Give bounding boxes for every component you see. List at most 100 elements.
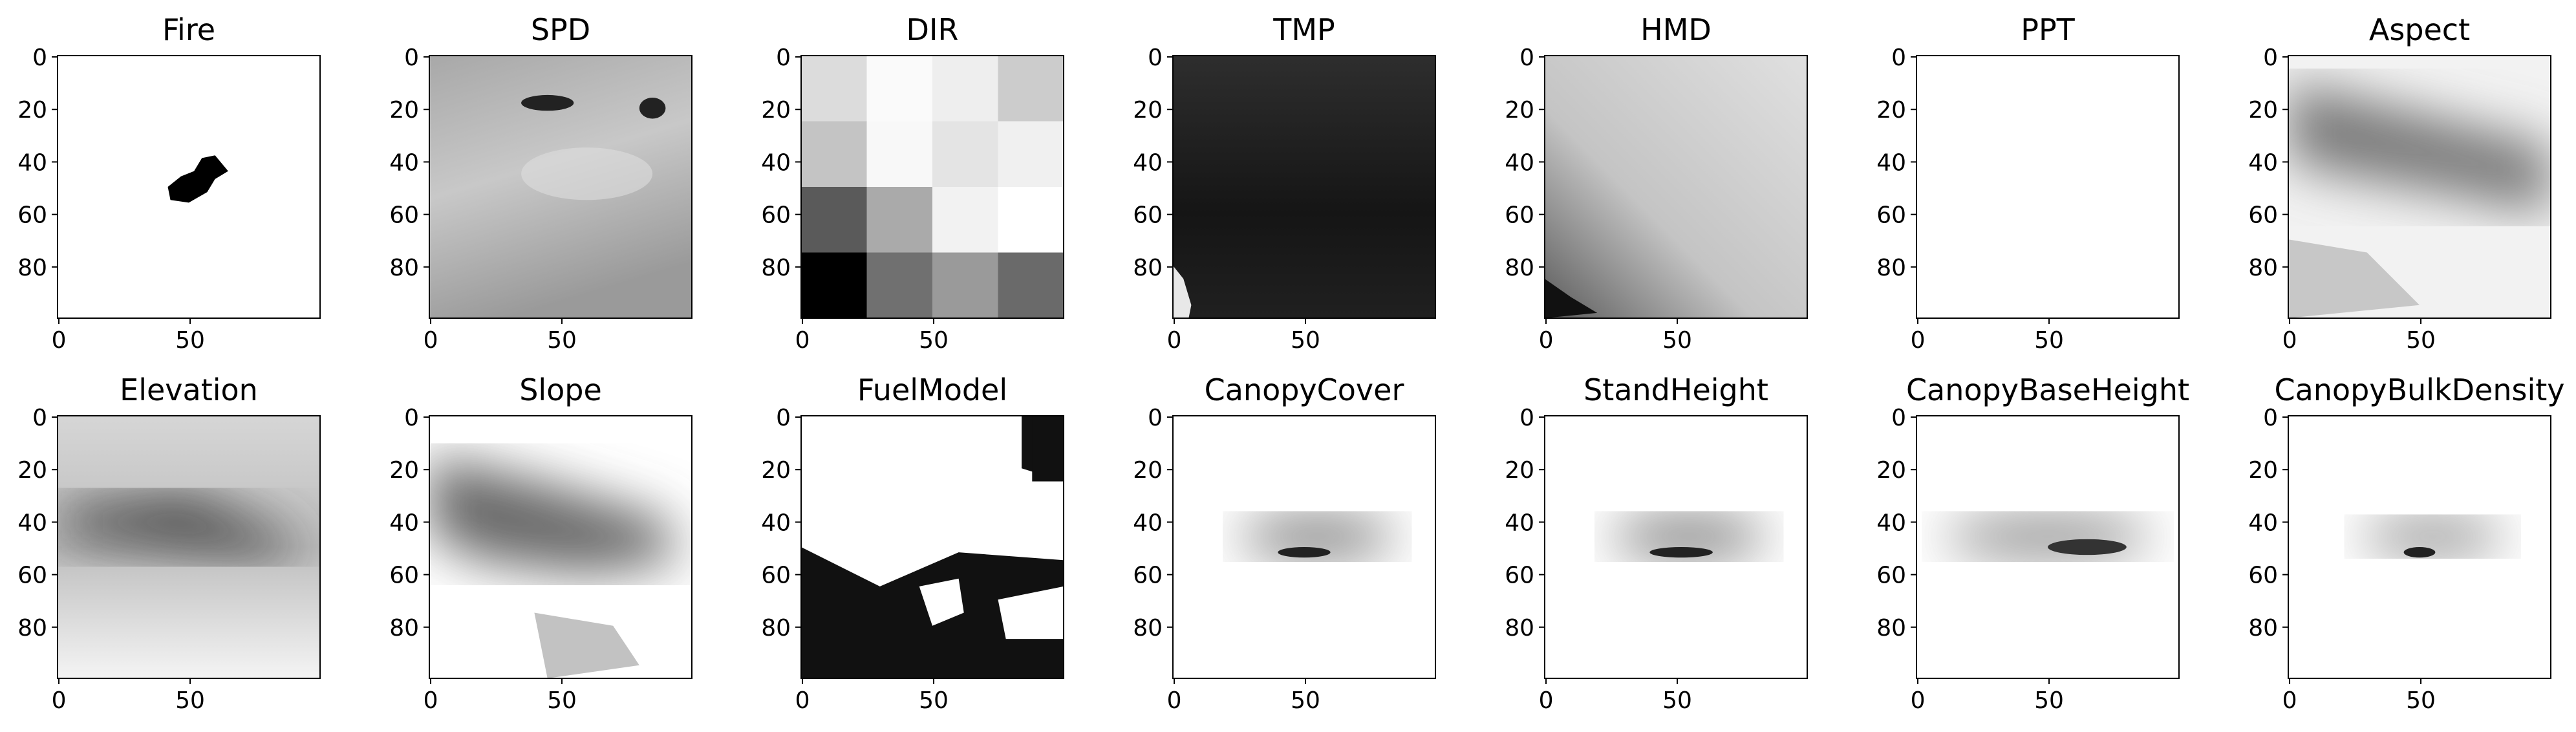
- y-tick-label: 0: [1148, 45, 1163, 71]
- y-tick-label: 40: [2248, 510, 2278, 536]
- image-blob: [1545, 279, 1598, 318]
- image-band: [2288, 81, 2551, 213]
- image-band: [2359, 518, 2506, 555]
- x-tick-label: 50: [175, 327, 205, 354]
- y-tick-label: 20: [2248, 457, 2278, 484]
- y-tick-label: 60: [1133, 202, 1163, 229]
- y-tick-label: 0: [404, 45, 419, 71]
- image-band: [1942, 515, 2153, 558]
- y-tick-label: 0: [1519, 45, 1534, 71]
- y-tick-label: 20: [1505, 97, 1534, 124]
- x-tick-label: 0: [795, 327, 810, 354]
- subplot: TMP 0 50 0 20 40 60 80: [1133, 12, 1436, 354]
- image: [1610, 515, 1768, 558]
- subplot-title: Slope: [519, 372, 602, 407]
- image-cell: [998, 187, 1064, 253]
- y-tick-label: 0: [32, 405, 47, 431]
- subplot-title: FuelModel: [857, 372, 1007, 407]
- image-band: [2288, 239, 2420, 318]
- y-tick-label: 60: [389, 563, 419, 589]
- x-tick-label: 50: [1291, 687, 1320, 714]
- image: [1545, 56, 1807, 318]
- y-tick-label: 40: [2248, 149, 2278, 176]
- x-tick-label: 50: [2406, 327, 2436, 354]
- subplot-title: SPD: [531, 12, 590, 47]
- y-tick-label: 20: [1876, 457, 1906, 484]
- subplot-title: TMP: [1272, 12, 1335, 47]
- y-tick-label: 0: [1891, 405, 1906, 431]
- y-tick-label: 0: [32, 45, 47, 71]
- image: [1173, 56, 1435, 318]
- y-tick-label: 20: [1133, 457, 1163, 484]
- y-tick-label: 80: [2248, 255, 2278, 281]
- x-tick-label: 50: [1662, 327, 1692, 354]
- x-tick-label: 0: [424, 687, 438, 714]
- axes-frame: [1544, 415, 1808, 679]
- y-tick-label: 20: [2248, 97, 2278, 124]
- y-tick-label: 20: [389, 97, 419, 124]
- y-tick-label: 40: [1876, 149, 1906, 176]
- subplot: Slope 0 50 0 20 40 60 80: [389, 372, 692, 714]
- image-blob: [639, 97, 666, 119]
- y-tick-label: 40: [389, 510, 419, 536]
- y-tick-label: 40: [1133, 149, 1163, 176]
- x-tick-label: 50: [2034, 327, 2064, 354]
- image-band: [801, 416, 1064, 587]
- y-tick-label: 20: [389, 457, 419, 484]
- y-tick-label: 20: [1876, 97, 1906, 124]
- y-tick-label: 40: [761, 510, 791, 536]
- image-band: [534, 612, 639, 678]
- image-cell: [932, 121, 999, 188]
- y-tick-label: 60: [761, 563, 791, 589]
- y-tick-label: 20: [761, 97, 791, 124]
- y-tick-label: 80: [17, 615, 47, 641]
- y-tick-label: 80: [1876, 255, 1906, 281]
- y-tick-label: 0: [1891, 45, 1906, 71]
- image-blob: [521, 147, 653, 200]
- axes-frame: [800, 55, 1064, 319]
- image-cell: [866, 56, 933, 122]
- y-tick-label: 80: [17, 255, 47, 281]
- image: [801, 56, 1064, 318]
- image: [2359, 518, 2506, 558]
- y-tick-label: 80: [389, 615, 419, 641]
- subplot: FuelModel 0 50 0 20 40 60 80: [761, 372, 1064, 714]
- image: [167, 155, 228, 203]
- x-tick-label: 0: [795, 687, 810, 714]
- axes-frame: [1172, 415, 1436, 679]
- image-band: [1610, 515, 1768, 558]
- y-tick-label: 20: [1133, 97, 1163, 124]
- y-tick-label: 80: [1505, 615, 1534, 641]
- subplot: SPD 0 50 0 20 40 60 80: [389, 12, 692, 354]
- y-tick-label: 0: [1148, 405, 1163, 431]
- y-tick-label: 60: [1133, 563, 1163, 589]
- subplot-title: Aspect: [2369, 12, 2470, 47]
- image-blob: [1032, 416, 1064, 482]
- image-cell: [998, 56, 1064, 122]
- y-tick-label: 60: [1505, 563, 1534, 589]
- y-tick-label: 80: [1505, 255, 1534, 281]
- image-blob: [1649, 547, 1713, 558]
- axes-frame: [800, 415, 1064, 679]
- subplot: StandHeight 0 50 0 20 40 60 80: [1505, 372, 1808, 714]
- image-cell: [801, 252, 868, 318]
- axes-frame: [1172, 55, 1436, 319]
- y-tick-label: 60: [1505, 202, 1534, 229]
- y-tick-label: 0: [2263, 405, 2278, 431]
- x-tick-label: 50: [1291, 327, 1320, 354]
- x-tick-label: 50: [2034, 687, 2064, 714]
- x-tick-label: 0: [1911, 687, 1926, 714]
- y-tick-label: 0: [404, 405, 419, 431]
- image-blob: [1278, 547, 1331, 558]
- image: [801, 416, 1064, 678]
- image-blob: [919, 578, 964, 626]
- axes-frame: [2288, 55, 2551, 319]
- subplot-title: HMD: [1640, 12, 1712, 47]
- image-fill: [1545, 56, 1807, 318]
- image: [1942, 515, 2153, 558]
- subplot-title: DIR: [907, 12, 959, 47]
- image-blob: [167, 155, 228, 203]
- subplot: DIR 0 50 0 20 40 60 80: [761, 12, 1064, 354]
- y-tick-label: 20: [761, 457, 791, 484]
